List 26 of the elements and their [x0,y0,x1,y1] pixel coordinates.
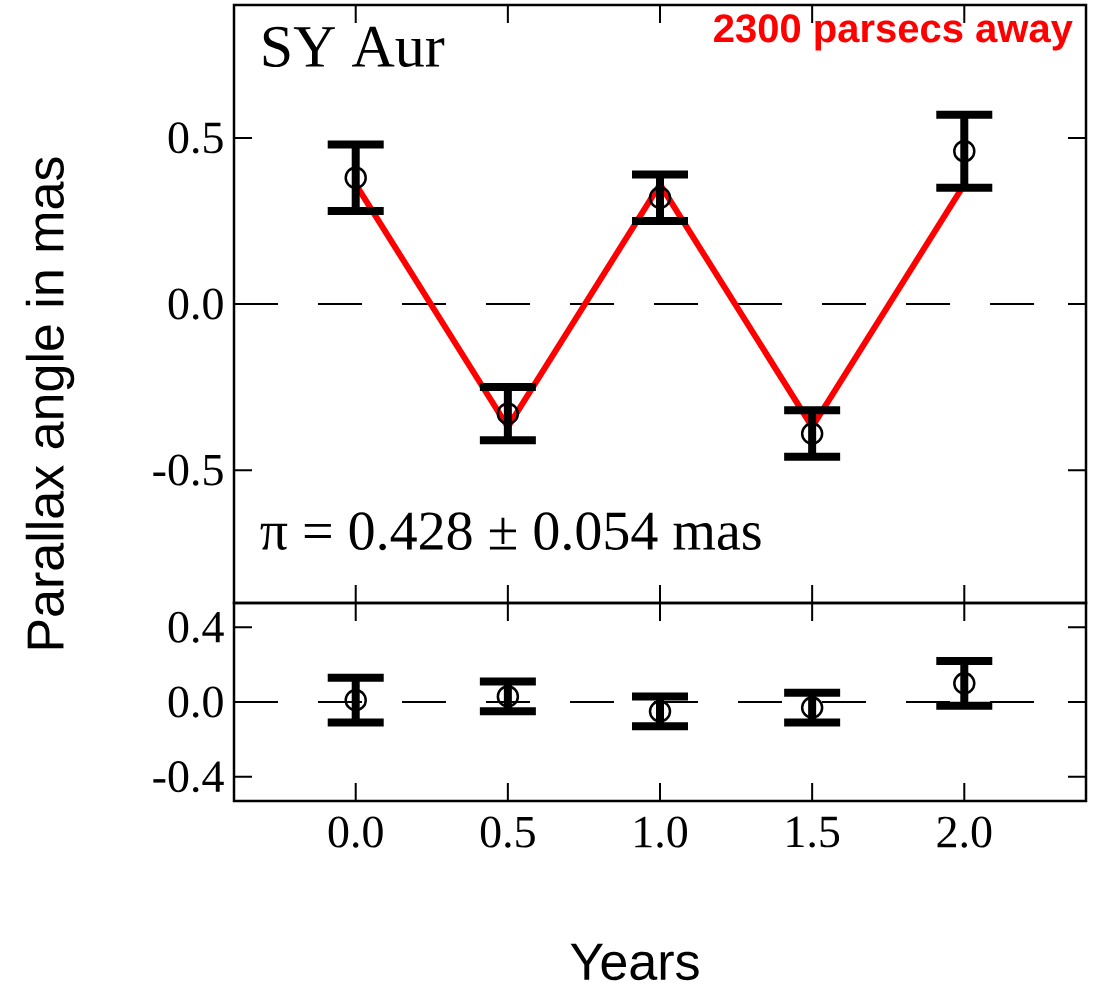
x-tick-label: 1.5 [787,816,840,848]
point [953,139,976,163]
point [344,688,367,712]
point [953,672,976,695]
point [800,422,824,445]
point [344,166,367,190]
y-tick-label: -0.5 [153,454,223,486]
annotation: π = 0.428 ± 0.054 mas [260,512,761,551]
x-axis-title: Years [570,943,699,981]
point [496,402,520,425]
point [648,186,672,209]
y-tick-label: 0.0 [168,288,223,320]
annotation: SY Aur [263,26,445,68]
x-tick-label: 0.5 [480,816,535,848]
x-tick-label: 2.0 [937,816,992,848]
y-tick-label: 0.4 [168,611,224,643]
y-tick-label: -0.4 [153,761,224,793]
point [800,696,824,719]
point [648,700,672,723]
point [496,685,520,708]
x-tick-label: 1.0 [635,816,688,848]
x-tick-label: 0.0 [328,816,383,848]
y-tick-label: 0.0 [168,686,223,718]
annotation: 2300 parsecs away [714,14,1073,51]
y-tick-label: 0.5 [168,122,223,154]
y-axis-title: Parallax angle in mas [25,157,75,649]
